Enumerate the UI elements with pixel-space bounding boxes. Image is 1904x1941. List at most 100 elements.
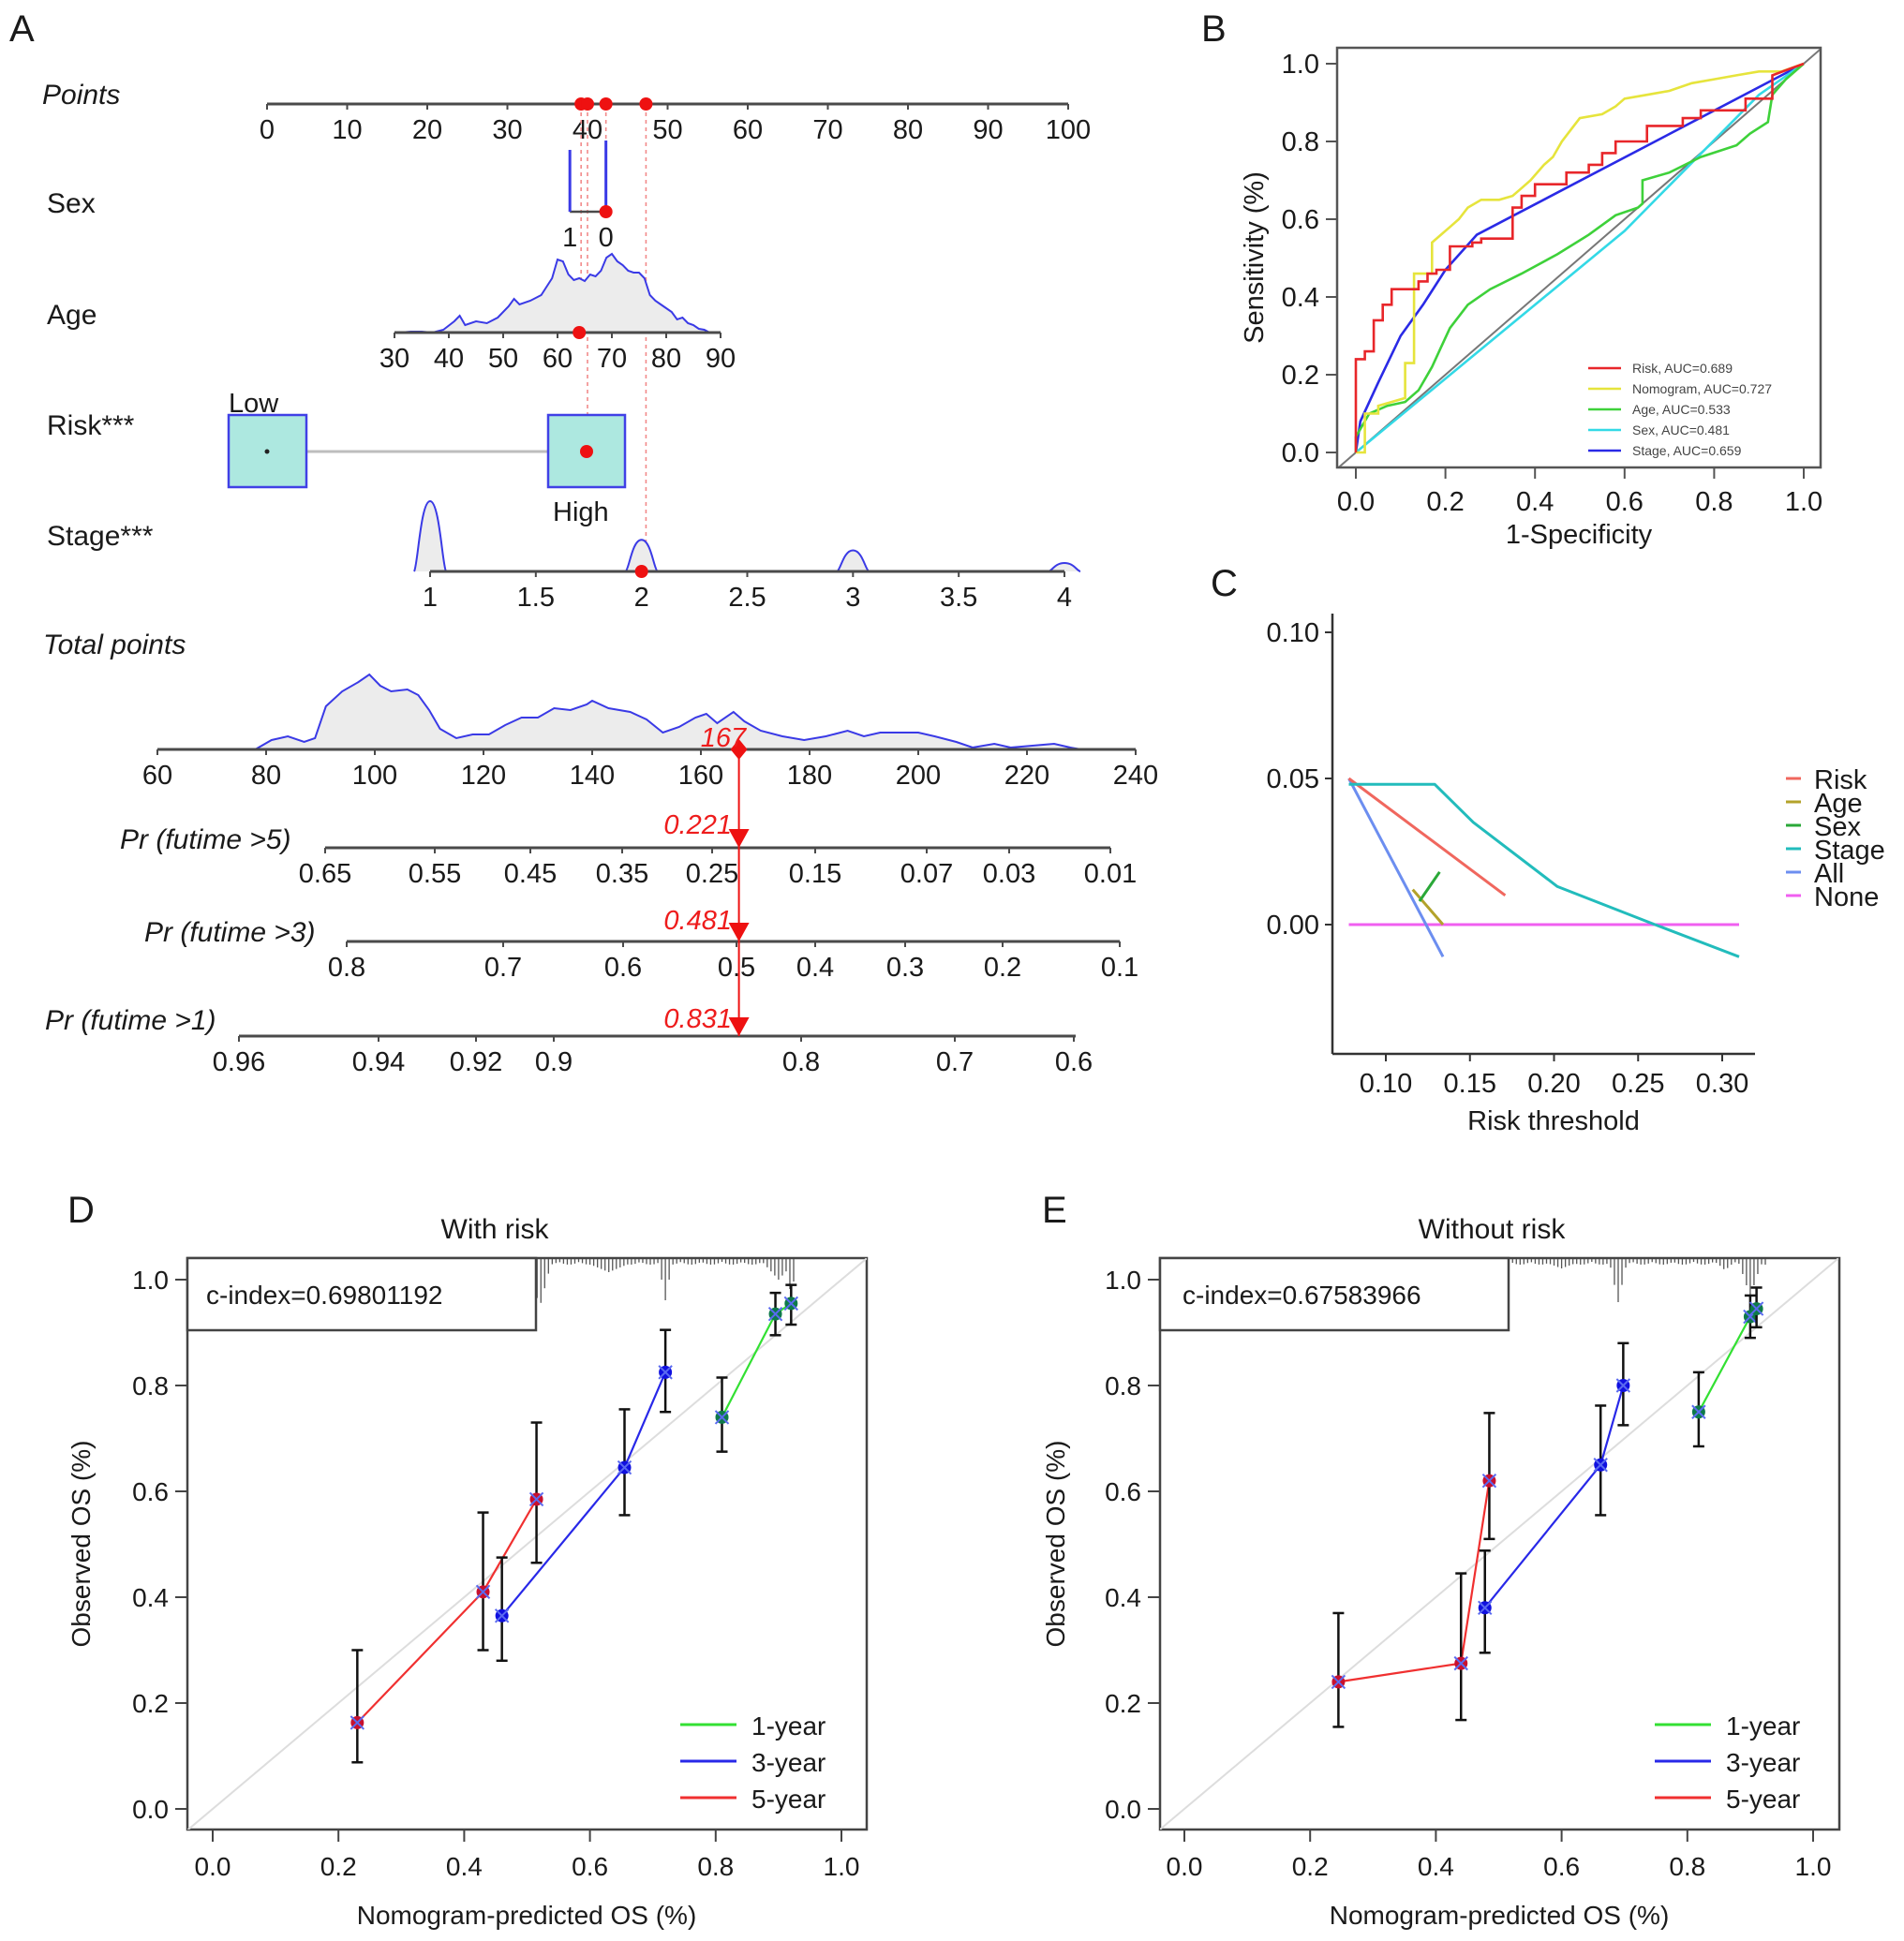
- roc-legend-label: Sex, AUC=0.481: [1632, 422, 1730, 437]
- calibration-line-3-year: [500, 1371, 667, 1617]
- age-tick-label: 60: [543, 344, 573, 374]
- stage-tick-label: 4: [1057, 583, 1072, 613]
- calibration-y-tick-label: 0.2: [1105, 1689, 1141, 1718]
- calibration-reference-line: [187, 1258, 867, 1830]
- dca-y-tick-label: 0.00: [1267, 911, 1319, 941]
- calibration-x-marker: [1453, 1655, 1468, 1671]
- panel-letter-d: D: [67, 1190, 95, 1231]
- calibration-e-ylabel: Observed OS (%): [1041, 1441, 1070, 1648]
- dca-legend-label: None: [1814, 882, 1879, 912]
- points-tick-label: 90: [973, 115, 1003, 145]
- stage-density-peak: [836, 549, 870, 572]
- calibration-e-title: Without risk: [1419, 1214, 1567, 1245]
- stage-tick-label: 3: [845, 583, 860, 613]
- roc-xlabel: 1-Specificity: [1506, 520, 1653, 550]
- calibration-legend-label: 3-year: [751, 1748, 826, 1777]
- total-points-label: Total points: [43, 630, 186, 660]
- survival-arrow: [728, 829, 750, 848]
- calibration-y-tick-label: 0.8: [132, 1371, 169, 1400]
- calibration-x-marker: [1331, 1674, 1346, 1690]
- roc-x-tick-label: 0.0: [1337, 487, 1375, 517]
- stage-selected-dot: [634, 565, 648, 578]
- risk-high-label: High: [553, 497, 609, 527]
- dca-curve-risk: [1347, 777, 1507, 897]
- survival-tick-label: 0.5: [718, 953, 755, 983]
- dca-legend-label: Age: [1814, 789, 1863, 819]
- points-highlight-dot: [639, 97, 653, 111]
- calibration-y-tick-label: 0.4: [132, 1583, 169, 1612]
- calibration-y-tick-label: 1.0: [1105, 1266, 1141, 1295]
- roc-panel: 0.0 0.2 0.4 0.6 0.8 1.0 0.0 0.2 0.4 0.6 0.8 1.0 Risk…: [1240, 46, 1822, 550]
- dca-y-tick-label: 0.10: [1267, 618, 1319, 648]
- dca-x-tick-label: 0.25: [1612, 1069, 1664, 1099]
- survival-tick-label: 0.7: [936, 1047, 974, 1077]
- points-highlight-dot: [599, 97, 613, 111]
- calibration-x-marker: [1478, 1600, 1493, 1616]
- total-points-tick-label: 60: [142, 761, 172, 791]
- calibration-e-xlabel: Nomogram-predicted OS (%): [1330, 1901, 1670, 1930]
- total-points-tick-label: 80: [251, 761, 281, 791]
- survival-tick-label: 0.3: [886, 953, 924, 983]
- age-tick-label: 50: [488, 344, 518, 374]
- roc-x-tick-label: 0.2: [1426, 487, 1464, 517]
- calibration-line-1-year: [1697, 1308, 1758, 1413]
- roc-curve: [1356, 62, 1805, 454]
- stage-tick-label: 1.5: [517, 583, 555, 613]
- dca-x-tick-label: 0.15: [1444, 1069, 1496, 1099]
- risk-low-dot: [264, 449, 270, 454]
- nomogram-panel: Points Sex Age Risk*** Stage*** Total po…: [42, 80, 1158, 1077]
- stage-density-peak: [413, 499, 447, 572]
- calibration-x-marker: [475, 1584, 491, 1600]
- roc-x-tick-label: 0.6: [1606, 487, 1644, 517]
- survival-tick-label: 0.7: [484, 953, 522, 983]
- calibration-x-tick-label: 1.0: [1795, 1852, 1832, 1881]
- roc-x-tick-label: 0.4: [1516, 487, 1554, 517]
- survival-tick-label: 0.2: [984, 953, 1021, 983]
- points-highlight-dot: [581, 97, 594, 111]
- panel-letter-c: C: [1211, 563, 1238, 604]
- dca-y-tick-label: 0.05: [1267, 764, 1319, 794]
- total-points-tick-label: 160: [678, 761, 723, 791]
- age-label: Age: [47, 300, 97, 331]
- roc-legend-label: Stage, AUC=0.659: [1632, 443, 1742, 458]
- total-points-tick-label: 100: [352, 761, 397, 791]
- survival-tick-label: 0.6: [604, 953, 642, 983]
- calibration-legend-label: 1-year: [1726, 1711, 1800, 1741]
- roc-x-tick-label: 0.8: [1695, 487, 1733, 517]
- calibration-x-marker: [1615, 1378, 1631, 1393]
- survival-tick-label: 0.55: [409, 859, 461, 889]
- dca-legend-label: Stage: [1814, 836, 1885, 866]
- points-tick-label: 0: [260, 115, 275, 145]
- panel-letter-e: E: [1042, 1190, 1067, 1231]
- pr3-value: 0.481: [663, 906, 732, 936]
- roc-y-tick-label: 0.6: [1282, 205, 1319, 235]
- age-tick-label: 40: [434, 344, 464, 374]
- roc-y-tick-label: 0.8: [1282, 127, 1319, 157]
- roc-curve: [1354, 62, 1805, 452]
- calibration-x-marker: [350, 1715, 365, 1730]
- calibration-x-tick-label: 0.4: [1418, 1852, 1454, 1881]
- calibration-x-marker: [528, 1491, 544, 1507]
- roc-y-tick-label: 1.0: [1282, 50, 1319, 80]
- pr1-value: 0.831: [663, 1004, 732, 1034]
- total-points-tick-label: 220: [1004, 761, 1049, 791]
- survival-tick-label: 0.07: [900, 859, 953, 889]
- survival-tick-label: 0.35: [596, 859, 648, 889]
- age-tick-label: 30: [379, 344, 409, 374]
- sex-label: Sex: [47, 188, 96, 219]
- age-tick-label: 70: [597, 344, 627, 374]
- roc-curve: [1354, 62, 1805, 453]
- survival-tick-label: 0.6: [1055, 1047, 1093, 1077]
- stage-tick-label: 2.5: [728, 583, 766, 613]
- risk-low-label: Low: [229, 389, 279, 419]
- calibration-y-tick-label: 0.6: [132, 1477, 169, 1506]
- dca-x-tick-label: 0.20: [1527, 1069, 1580, 1099]
- calibration-cindex-box: [1158, 1256, 1510, 1332]
- survival-tick-label: 0.01: [1084, 859, 1137, 889]
- calibration-x-tick-label: 0.2: [1292, 1852, 1329, 1881]
- pr1-label: Pr (futime >1): [45, 1005, 216, 1036]
- calibration-y-tick-label: 0.4: [1105, 1583, 1141, 1612]
- stage-density-peak: [624, 539, 659, 572]
- roc-plot-frame: [1335, 46, 1822, 469]
